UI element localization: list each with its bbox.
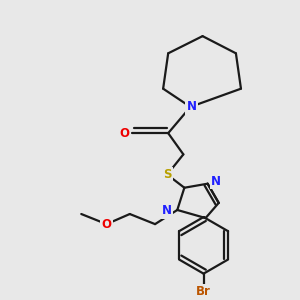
Text: N: N bbox=[186, 100, 197, 113]
Text: Br: Br bbox=[196, 285, 211, 298]
Text: O: O bbox=[120, 127, 130, 140]
Text: N: N bbox=[211, 175, 221, 188]
Text: O: O bbox=[101, 218, 112, 231]
Text: N: N bbox=[162, 205, 172, 218]
Text: S: S bbox=[163, 168, 171, 181]
